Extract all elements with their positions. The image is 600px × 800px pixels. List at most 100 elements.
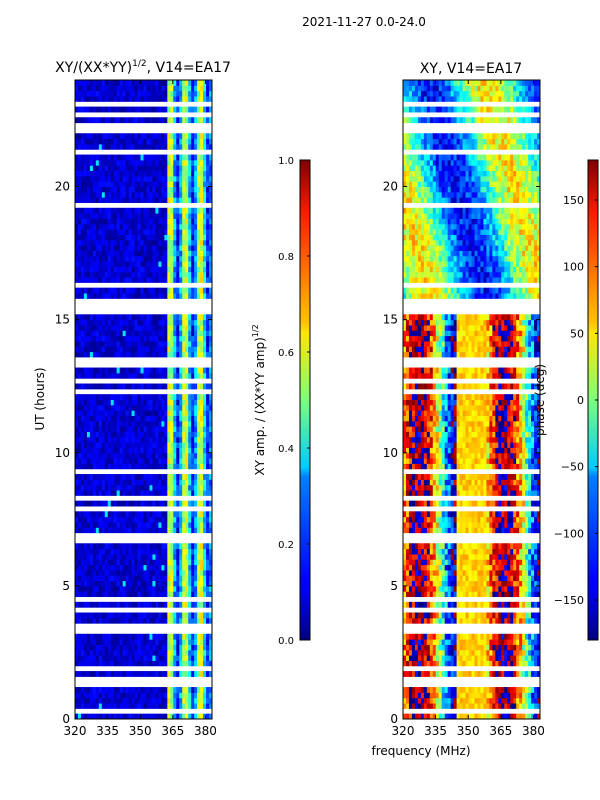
amplitude-cell	[134, 229, 139, 235]
amplitude-cell	[200, 138, 204, 145]
amplitude-cell	[83, 271, 88, 278]
amplitude-cell	[170, 255, 174, 262]
amplitude-cell	[173, 207, 177, 214]
phase-cell	[447, 649, 452, 656]
amplitude-cell	[197, 287, 201, 294]
amplitude-cell	[182, 255, 186, 262]
amplitude-cell	[155, 431, 159, 438]
amplitude-cell	[191, 351, 195, 358]
amplitude-cell	[173, 165, 177, 172]
amplitude-cell	[179, 639, 183, 645]
amplitude-cell	[185, 186, 189, 193]
amplitude-cell	[89, 516, 94, 523]
amplitude-cell	[149, 516, 153, 523]
amplitude-cell	[98, 633, 103, 640]
amplitude-cell	[134, 426, 139, 432]
amplitude-cell	[209, 106, 213, 113]
phase-cell	[447, 660, 452, 667]
amplitude-cell	[83, 399, 88, 406]
amplitude-cell	[89, 426, 94, 432]
amplitude-cell	[86, 314, 91, 321]
amplitude-cell	[197, 95, 201, 102]
amplitude-cell	[185, 106, 189, 113]
amplitude-cell	[75, 575, 79, 582]
amplitude-cell	[131, 181, 136, 187]
amplitude-cell	[77, 383, 82, 390]
amplitude-cell	[197, 85, 201, 92]
amplitude-cell	[128, 569, 133, 576]
phase-cell	[468, 697, 472, 704]
amplitude-cell	[134, 277, 139, 283]
amplitude-cell	[80, 474, 85, 480]
phase-cell	[403, 713, 407, 720]
phase-cell	[522, 687, 526, 693]
amplitude-cell	[98, 186, 103, 193]
amplitude-cell	[137, 90, 142, 97]
phase-cell	[498, 703, 502, 709]
amplitude-cell	[98, 463, 103, 470]
amplitude-cell	[155, 319, 159, 326]
amplitude-cell	[107, 159, 112, 166]
amplitude-cell	[137, 697, 142, 704]
amplitude-cell	[185, 431, 189, 438]
amplitude-cell	[89, 186, 94, 193]
amplitude-cell	[80, 671, 85, 677]
amplitude-cell	[80, 159, 85, 166]
amplitude-cell	[137, 458, 142, 464]
amplitude-cell	[179, 521, 183, 528]
amplitude-cell	[92, 415, 97, 422]
amplitude-cell	[185, 553, 189, 560]
amplitude-cell	[89, 346, 94, 353]
amplitude-cell	[197, 383, 201, 390]
amplitude-cell	[158, 218, 162, 225]
amplitude-cell	[92, 154, 97, 161]
amplitude-cell	[170, 218, 174, 225]
amplitude-cell	[164, 559, 168, 566]
amplitude-cell	[77, 527, 82, 534]
amplitude-cell	[122, 511, 127, 518]
phase-cell	[528, 687, 532, 693]
amplitude-cell	[185, 436, 189, 443]
amplitude-cell	[197, 170, 201, 177]
amplitude-cell	[110, 229, 115, 235]
amplitude-cell	[167, 516, 171, 523]
amplitude-cell	[158, 229, 162, 235]
amplitude-cell	[98, 234, 103, 241]
amplitude-cell	[113, 351, 118, 358]
amplitude-cell	[119, 90, 124, 97]
amplitude-cell	[128, 644, 133, 651]
amplitude-cell	[137, 181, 142, 187]
amplitude-cell	[98, 564, 103, 571]
phase-cell	[423, 697, 428, 704]
phase-cell	[477, 639, 481, 645]
amplitude-cell	[128, 186, 133, 193]
amplitude-cell	[77, 436, 82, 443]
amplitude-cell	[140, 591, 144, 598]
amplitude-cell	[179, 500, 183, 507]
amplitude-cell	[75, 340, 79, 347]
amplitude-cell	[107, 671, 112, 677]
amplitude-cell	[134, 591, 139, 598]
amplitude-cell	[185, 229, 189, 235]
amplitude-cell	[209, 319, 213, 326]
amplitude-cell	[146, 687, 150, 693]
amplitude-cell	[164, 431, 168, 438]
amplitude-cell	[173, 543, 177, 550]
amplitude-cell	[83, 687, 88, 693]
amplitude-cell	[119, 649, 124, 656]
amplitude-cell	[170, 234, 174, 241]
amplitude-cell	[86, 197, 91, 203]
amplitude-cell	[161, 159, 165, 166]
amplitude-cell	[191, 521, 195, 528]
amplitude-cell	[170, 655, 174, 661]
amplitude-cell	[110, 511, 115, 518]
amplitude-cell	[164, 575, 168, 582]
amplitude-cell	[80, 447, 85, 454]
amplitude-cell	[125, 490, 130, 496]
amplitude-cell	[188, 442, 192, 448]
amplitude-cell	[152, 154, 156, 161]
amplitude-cell	[149, 479, 153, 486]
amplitude-cell	[158, 293, 162, 299]
amplitude-cell	[110, 372, 115, 379]
amplitude-cell	[200, 106, 204, 113]
